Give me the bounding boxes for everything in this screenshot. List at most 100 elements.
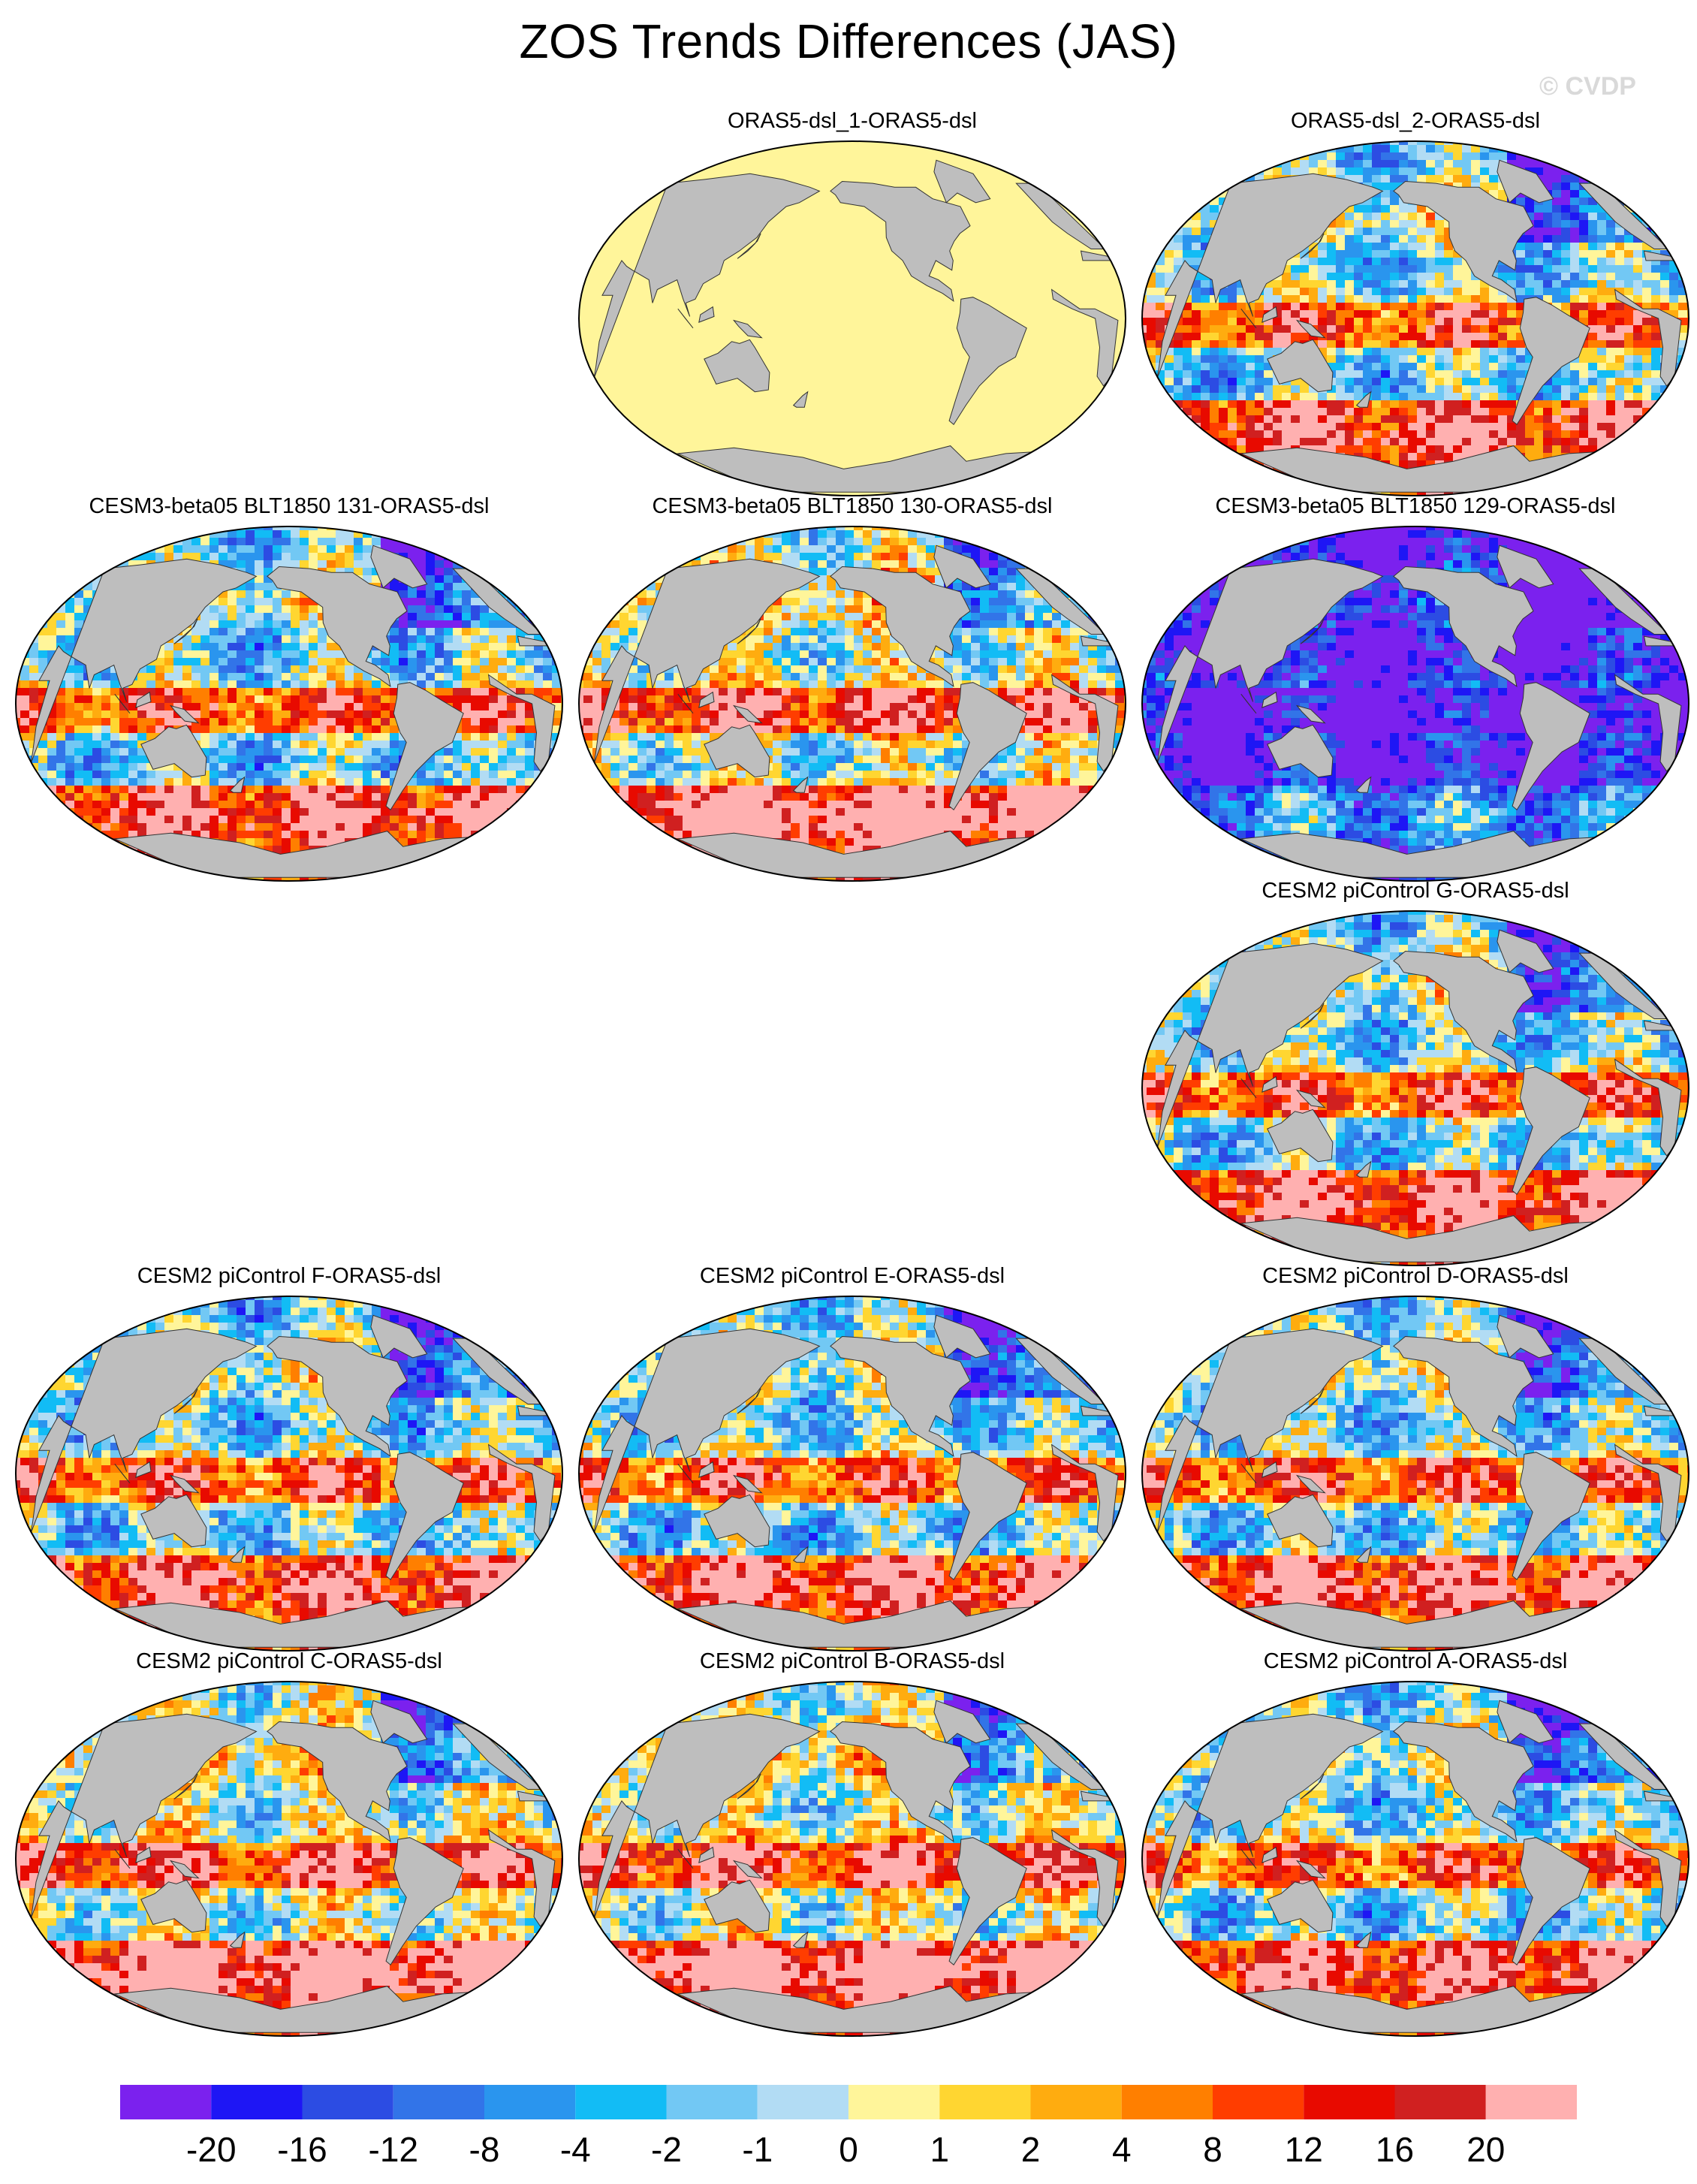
ocean-cell — [408, 665, 417, 673]
ocean-cell — [1507, 141, 1516, 145]
ocean-cell — [291, 545, 300, 553]
ocean-cell — [1219, 183, 1228, 190]
ocean-cell — [1489, 333, 1498, 340]
ocean-cell — [1318, 235, 1327, 243]
ocean-cell — [1561, 205, 1570, 213]
ocean-cell — [318, 560, 327, 568]
ocean-cell — [1561, 385, 1570, 393]
ocean-cell — [1273, 325, 1282, 333]
ocean-cell — [1633, 160, 1642, 167]
ocean-cell — [1237, 438, 1246, 445]
ocean-cell — [390, 530, 399, 538]
ocean-cell — [1561, 400, 1570, 408]
ocean-cell — [38, 643, 47, 650]
ocean-cell — [1687, 430, 1689, 438]
ocean-cell — [264, 658, 273, 665]
ocean-cell — [1588, 265, 1597, 273]
ocean-cell — [1381, 145, 1390, 152]
ocean-cell — [1354, 295, 1363, 303]
ocean-cell — [219, 620, 228, 628]
ocean-cell — [1381, 152, 1390, 160]
ocean-cell — [1201, 288, 1210, 295]
ocean-cell — [1588, 483, 1597, 490]
ocean-cell — [1201, 348, 1210, 355]
ocean-cell — [1417, 363, 1426, 370]
ocean-cell — [209, 733, 219, 741]
ocean-cell — [1471, 393, 1480, 400]
ocean-cell — [1426, 318, 1435, 325]
ocean-cell — [1588, 235, 1597, 243]
ocean-cell — [1336, 348, 1345, 355]
ocean-cell — [1552, 243, 1561, 250]
ocean-cell — [1624, 145, 1633, 152]
ocean-cell — [471, 605, 480, 613]
ocean-cell — [16, 613, 20, 620]
ocean-cell — [1300, 250, 1309, 258]
ocean-cell — [480, 560, 489, 568]
ocean-cell — [1390, 460, 1399, 468]
ocean-cell — [1507, 340, 1516, 348]
ocean-cell — [471, 635, 480, 643]
ocean-cell — [1660, 385, 1669, 393]
ocean-cell — [1363, 318, 1372, 325]
ocean-cell — [1142, 460, 1147, 468]
ocean-cell — [1489, 445, 1498, 453]
ocean-cell — [1579, 141, 1588, 145]
ocean-cell — [336, 741, 345, 748]
ocean-cell — [1579, 243, 1588, 250]
ocean-cell — [1552, 235, 1561, 243]
ocean-cell — [1525, 408, 1534, 415]
ocean-cell — [47, 598, 56, 605]
ocean-cell — [1426, 355, 1435, 363]
ocean-cell — [228, 613, 237, 620]
ocean-cell — [1390, 175, 1399, 183]
ocean-cell — [1570, 288, 1579, 295]
ocean-cell — [119, 695, 128, 703]
ocean-cell — [1435, 167, 1444, 175]
ocean-cell — [29, 710, 38, 718]
ocean-cell — [552, 695, 561, 703]
ocean-cell — [56, 718, 65, 725]
ocean-cell — [516, 530, 525, 538]
ocean-cell — [1183, 250, 1192, 258]
ocean-cell — [1327, 393, 1336, 400]
ocean-cell — [1354, 378, 1363, 385]
ocean-cell — [1642, 325, 1651, 333]
ocean-cell — [1453, 430, 1462, 438]
ocean-cell — [309, 650, 318, 658]
ocean-cell — [1399, 175, 1408, 183]
ocean-cell — [354, 568, 363, 575]
ocean-cell — [552, 545, 561, 553]
ocean-cell — [543, 688, 552, 695]
ocean-cell — [16, 718, 20, 725]
ocean-cell — [1273, 280, 1282, 288]
ocean-cell — [1534, 235, 1543, 243]
ocean-cell — [426, 583, 435, 590]
ocean-cell — [1282, 385, 1291, 393]
ocean-cell — [56, 688, 65, 695]
ocean-cell — [1516, 265, 1525, 273]
ocean-cell — [209, 628, 219, 635]
ocean-cell — [1399, 400, 1408, 408]
ocean-cell — [1633, 445, 1642, 453]
ocean-cell — [345, 673, 354, 680]
ocean-cell — [1142, 415, 1147, 423]
ocean-cell — [1435, 288, 1444, 295]
ocean-cell — [1363, 333, 1372, 340]
ocean-cell — [552, 710, 561, 718]
ocean-cell — [318, 635, 327, 643]
ocean-cell — [363, 748, 372, 756]
ocean-cell — [381, 658, 390, 665]
ocean-cell — [1543, 408, 1552, 415]
ocean-cell — [1498, 310, 1507, 318]
ocean-cell — [119, 530, 128, 538]
ocean-cell — [273, 553, 282, 560]
ocean-cell — [1597, 460, 1606, 468]
ocean-cell — [534, 673, 543, 680]
ocean-cell — [1309, 258, 1318, 265]
ocean-cell — [1291, 430, 1300, 438]
ocean-cell — [390, 545, 399, 553]
ocean-cell — [1606, 430, 1615, 438]
ocean-cell — [1399, 333, 1408, 340]
ocean-cell — [92, 538, 101, 545]
